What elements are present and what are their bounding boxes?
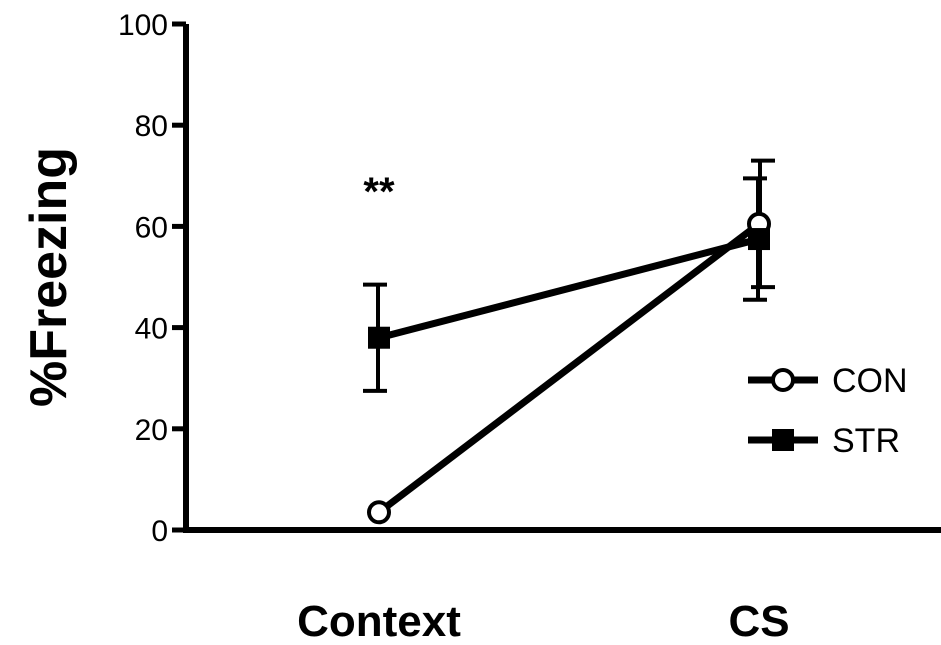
significance-annotation: ** bbox=[363, 170, 395, 214]
y-tick-label: 20 bbox=[135, 414, 168, 447]
annotations: ** bbox=[363, 170, 395, 214]
series-markers bbox=[367, 211, 771, 525]
series-line-con bbox=[376, 221, 762, 516]
legend: CON STR bbox=[748, 362, 908, 460]
y-tick-label: 80 bbox=[135, 110, 168, 143]
legend-marker-con bbox=[771, 368, 795, 392]
error-bars bbox=[363, 158, 775, 393]
x-category-label: Context bbox=[297, 597, 461, 645]
y-tick-label: 40 bbox=[135, 313, 168, 346]
point-str bbox=[368, 326, 390, 349]
y-tick-label: 60 bbox=[135, 211, 168, 244]
axes: 0 20 40 60 80 100 Context CS %Freezing bbox=[20, 9, 941, 645]
point-str bbox=[748, 228, 770, 251]
y-axis-title: %Freezing bbox=[20, 147, 78, 407]
series-line-str bbox=[378, 235, 760, 342]
y-tick-label: 0 bbox=[151, 515, 168, 548]
legend-label-str: STR bbox=[832, 422, 900, 460]
legend-label-con: CON bbox=[832, 362, 908, 400]
x-category-label: CS bbox=[728, 597, 789, 645]
series-lines bbox=[376, 221, 762, 516]
legend-marker-str bbox=[772, 429, 794, 451]
point-con bbox=[367, 500, 391, 525]
y-tick-label: 100 bbox=[118, 9, 168, 42]
